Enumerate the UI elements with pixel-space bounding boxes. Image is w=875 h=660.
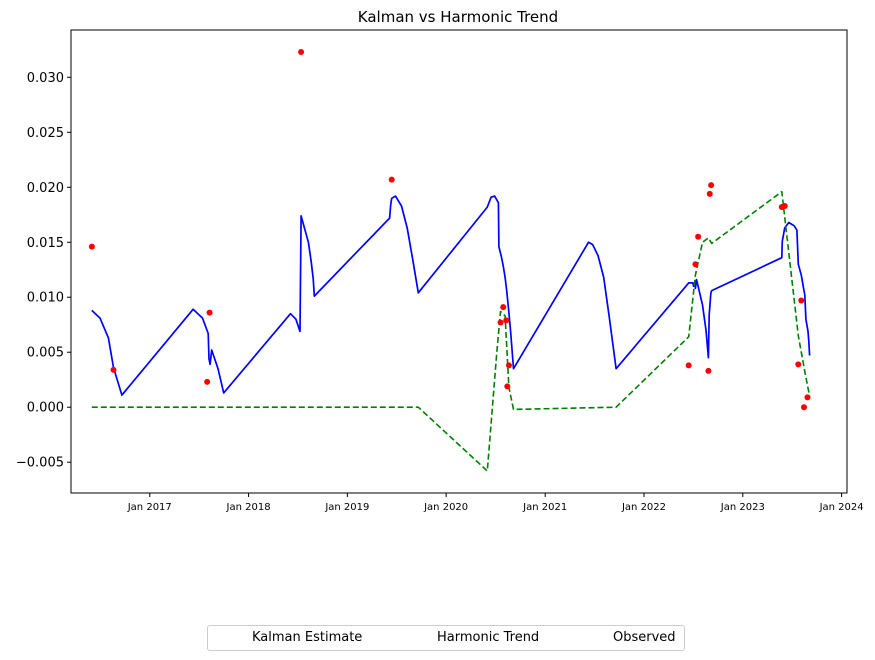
x-tick-label: Jan 2017 xyxy=(127,502,172,513)
y-tick-label: 0.015 xyxy=(27,236,64,251)
observed-point xyxy=(708,182,715,189)
y-tick-label: 0.025 xyxy=(27,126,64,141)
x-tick-label: Jan 2022 xyxy=(621,502,666,513)
plot-frame xyxy=(70,29,848,494)
legend: Kalman Estimate Harmonic Trend Observed xyxy=(207,625,685,651)
observed-point xyxy=(705,367,712,374)
observed-point xyxy=(695,233,702,240)
x-tick-label: Jan 2020 xyxy=(423,502,468,513)
x-tick-label: Jan 2024 xyxy=(819,502,864,513)
legend-label-kalman: Kalman Estimate xyxy=(252,630,363,645)
observed-points xyxy=(88,48,811,411)
observed-point xyxy=(88,243,95,250)
observed-point xyxy=(781,202,788,209)
chart-title: Kalman vs Harmonic Trend xyxy=(358,8,558,26)
y-tick-label: 0.020 xyxy=(27,181,64,196)
x-tick-label: Jan 2023 xyxy=(720,502,765,513)
y-axis: −0.005 0.000 0.005 0.010 0.015 0.020 0.025 0.03… xyxy=(16,71,71,471)
observed-point xyxy=(692,261,699,268)
kalman-estimate-line xyxy=(91,195,811,396)
chart-canvas: Jan 2017 Jan 2018 Jan 2019 Jan 2020 Jan 2021… xyxy=(16,8,864,513)
legend-label-harmonic: Harmonic Trend xyxy=(437,630,540,645)
x-tick-label: Jan 2021 xyxy=(522,502,567,513)
y-tick-label: −0.005 xyxy=(16,456,64,471)
y-tick-label: 0.030 xyxy=(27,71,64,86)
observed-point xyxy=(298,48,305,55)
observed-point xyxy=(706,190,713,197)
observed-point xyxy=(798,297,805,304)
observed-point xyxy=(500,304,507,311)
plot-area xyxy=(70,29,848,494)
observed-point xyxy=(206,309,213,316)
x-tick-label: Jan 2019 xyxy=(324,502,369,513)
observed-point xyxy=(497,319,504,326)
legend-label-observed: Observed xyxy=(613,630,676,645)
y-tick-label: 0.000 xyxy=(27,401,64,416)
x-tick-label: Jan 2018 xyxy=(226,502,271,513)
y-tick-label: 0.010 xyxy=(27,291,64,306)
series-layer xyxy=(88,48,811,472)
harmonic-trend-line xyxy=(91,190,811,472)
observed-point xyxy=(110,366,117,373)
observed-point xyxy=(804,394,811,401)
y-tick-label: 0.005 xyxy=(27,346,64,361)
observed-point xyxy=(388,176,395,183)
observed-point xyxy=(504,383,511,390)
observed-point xyxy=(505,362,512,369)
observed-point xyxy=(800,404,807,411)
observed-point xyxy=(795,361,802,368)
x-axis: Jan 2017 Jan 2018 Jan 2019 Jan 2020 Jan 2021… xyxy=(127,493,864,513)
observed-point xyxy=(503,317,510,324)
observed-point xyxy=(685,362,692,369)
observed-point xyxy=(204,378,211,385)
